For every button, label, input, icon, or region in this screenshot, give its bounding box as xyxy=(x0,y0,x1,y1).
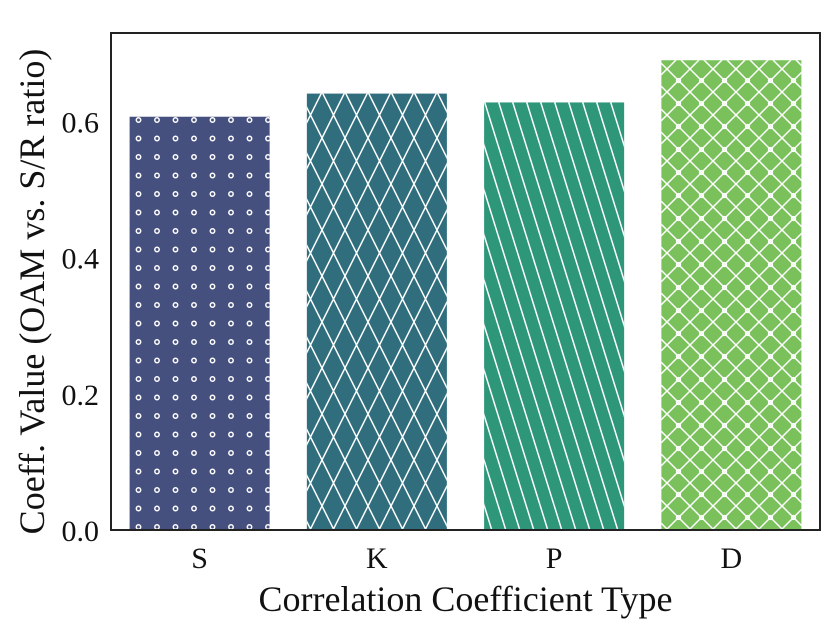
y-tick-label: 0.0 xyxy=(62,515,100,548)
plot-frame xyxy=(110,32,821,531)
y-tick-label: 0.4 xyxy=(62,243,100,276)
x-tick-label: P xyxy=(546,542,563,575)
y-axis-ticks: 0.0 0.2 0.4 0.6 xyxy=(62,107,100,548)
x-axis-label: Correlation Coefficient Type xyxy=(258,579,672,619)
x-tick-label: K xyxy=(366,542,388,575)
bars-layer xyxy=(129,60,802,531)
bar-hatch-P xyxy=(484,102,625,530)
y-tick-label: 0.6 xyxy=(62,107,100,140)
bar-hatch-S xyxy=(129,116,270,531)
bar-hatch-K xyxy=(306,93,447,531)
x-tick-label: D xyxy=(721,542,743,575)
y-tick-label: 0.2 xyxy=(62,379,100,412)
x-tick-label: S xyxy=(191,542,208,575)
bar-hatch-D xyxy=(661,60,802,530)
y-axis-label: Coeff. Value (OAM vs. S/R ratio) xyxy=(12,49,52,535)
